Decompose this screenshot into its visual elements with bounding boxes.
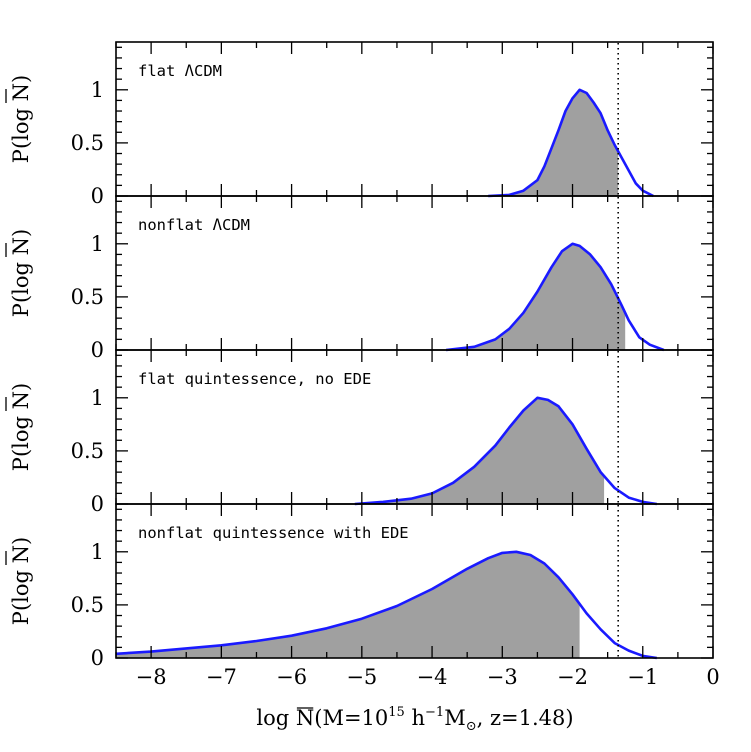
panel-label: flat ΛCDM <box>138 62 222 80</box>
y-axis-label: P(log N) <box>9 229 33 317</box>
y-axis-label: P(log N) <box>9 537 33 625</box>
y-tick-label: 0 <box>91 184 104 208</box>
series-line <box>488 88 654 198</box>
y-tick-label: 0.5 <box>71 131 104 155</box>
x-tick-label: −5 <box>346 665 377 689</box>
y-tick-label: 1 <box>91 386 104 410</box>
x-tick-label: −7 <box>206 665 237 689</box>
y-axis-label: P(log N) <box>9 75 33 163</box>
y-tick-label: 0.5 <box>71 285 104 309</box>
shaded-region <box>488 89 619 196</box>
panel-3: 0 0.5 1 flat quintessence, no EDE P(log N) <box>5 349 714 516</box>
panels-group: 0 0.5 1 flat ΛCDM P(log N) 0 0.5 1 nonflat ΛCDM P… <box>5 41 714 670</box>
y-axis-label-n: N <box>9 237 33 255</box>
y-axis-label-n: N <box>9 83 33 101</box>
x-tick-label: −6 <box>276 665 307 689</box>
y-tick-label: 0.5 <box>71 439 104 463</box>
panel-label: nonflat quintessence with EDE <box>138 524 409 542</box>
panel-frame <box>115 503 714 659</box>
panel-label: nonflat ΛCDM <box>138 216 250 234</box>
shaded-region <box>446 243 626 350</box>
x-tick-label: −1 <box>627 665 658 689</box>
panel-4: 0 0.5 1 nonflat quintessence with EDE P(log … <box>5 503 714 670</box>
series-line <box>445 242 665 352</box>
shaded-region <box>354 397 605 504</box>
y-tick-label: 1 <box>91 232 104 256</box>
shaded-region <box>116 551 580 658</box>
x-tick-labels: −8 −7 −6 −5 −4 −3 −2 −1 0 <box>136 665 720 689</box>
panel-2: 0 0.5 1 nonflat ΛCDM P(log N) <box>5 195 714 362</box>
panel-label: flat quintessence, no EDE <box>138 370 371 388</box>
x-axis-label: log N(M=1015 h−1M⊙, z=1.48) <box>256 705 573 734</box>
series-line <box>115 550 657 660</box>
x-tick-label: −3 <box>487 665 518 689</box>
y-tick-label: 1 <box>91 78 104 102</box>
x-tick-label: −4 <box>417 665 448 689</box>
x-tick-label: −8 <box>136 665 167 689</box>
x-tick-label: 0 <box>706 665 719 689</box>
y-tick-label: 0 <box>91 646 104 670</box>
y-axis-label-n: N <box>9 391 33 409</box>
y-tick-label: 0 <box>91 492 104 516</box>
y-axis-label: P(log N) <box>9 383 33 471</box>
y-tick-label: 1 <box>91 540 104 564</box>
y-axis-label-n: N <box>9 545 33 563</box>
y-tick-label: 0.5 <box>71 593 104 617</box>
x-axis-label-n: N <box>296 706 314 730</box>
x-tick-label: −2 <box>557 665 588 689</box>
y-tick-label: 0 <box>91 338 104 362</box>
panel-1: 0 0.5 1 flat ΛCDM P(log N) <box>5 41 714 208</box>
